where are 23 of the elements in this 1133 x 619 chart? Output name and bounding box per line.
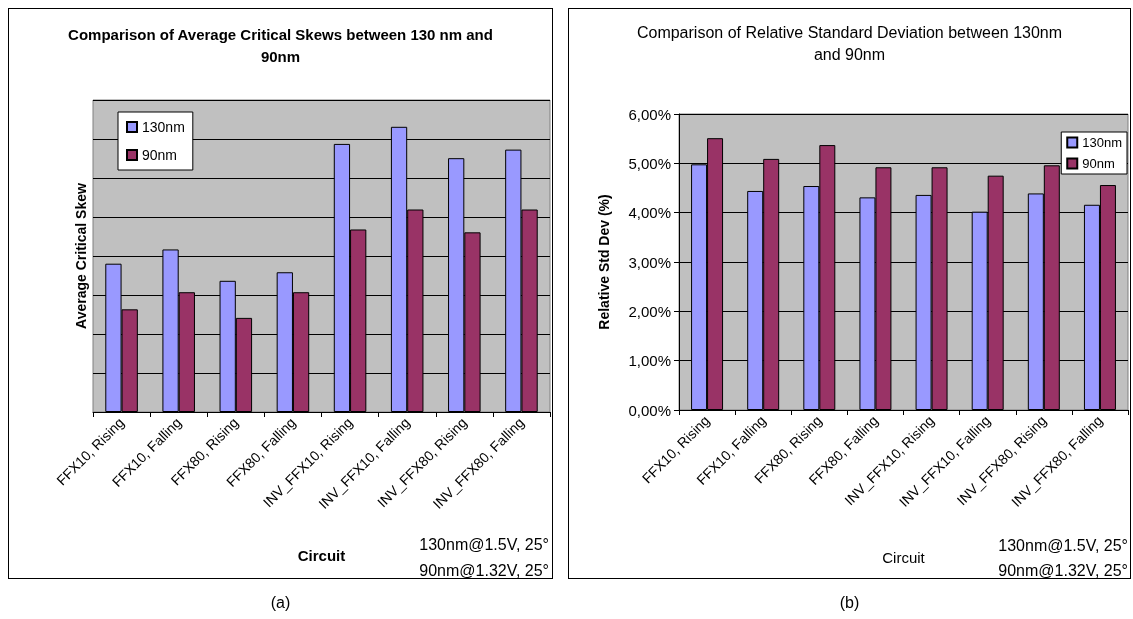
x-axis-title: Circuit [297, 547, 346, 564]
chart-title: Comparison of Relative Standard Deviation between 130nm and 90nm [636, 23, 1063, 63]
y-axis-title: Relative Std Dev (%) [596, 194, 612, 330]
legend-label: 90nm [1082, 156, 1115, 171]
y-tick-label: 4,00% [628, 204, 671, 222]
legend-label: 90nm [142, 147, 178, 163]
text: 130nm@1.5V, 25° [419, 535, 550, 553]
text: 130nm@1.5V, 25° [998, 536, 1129, 554]
y-tick-label: 0,00% [628, 401, 671, 419]
y-axis-title: Average Critical Skew [73, 183, 89, 329]
legend-label: 130nm [1082, 135, 1122, 150]
y-tick-label: 6,00% [628, 105, 671, 123]
x-axis-title: Circuit [882, 549, 926, 566]
text: (b) [838, 593, 861, 613]
text: (a) [269, 593, 292, 613]
chart-title: Comparison of Average Critical Skews between 130 nm and 90nm [68, 25, 493, 65]
y-tick-label: 1,00% [628, 352, 671, 370]
legend-label: 130nm [142, 119, 185, 135]
y-tick-label: 3,00% [628, 253, 671, 271]
y-tick-label: 2,00% [628, 302, 671, 320]
y-tick-label: 5,00% [628, 154, 671, 172]
text: 90nm@1.32V, 25° [998, 561, 1129, 579]
text: 90nm@1.32V, 25° [419, 561, 550, 579]
